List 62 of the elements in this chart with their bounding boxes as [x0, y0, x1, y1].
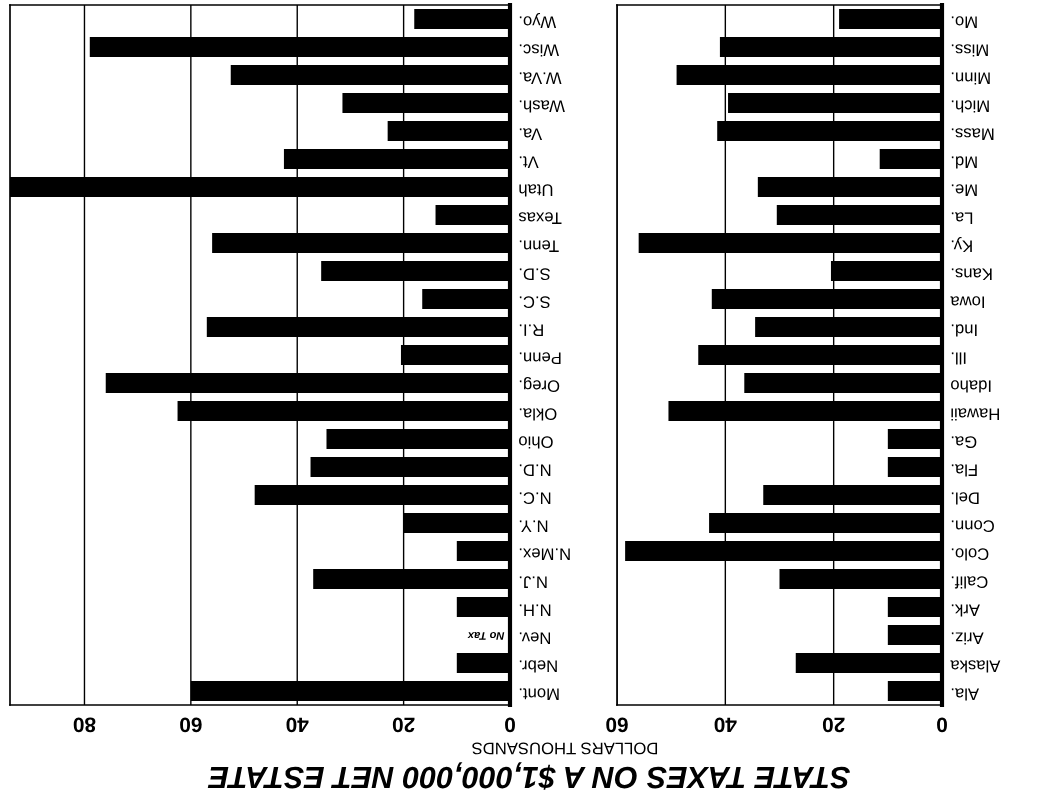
- y-tick-label: N.Mex.: [519, 548, 570, 560]
- y-tick-label: Okla.: [519, 408, 557, 421]
- x-tick-label: 80: [73, 717, 96, 733]
- y-tick-label: La.: [951, 212, 973, 224]
- y-tick-label: Ohio: [519, 436, 553, 449]
- y-tick-label: Fla.: [951, 464, 977, 477]
- y-tick-label: Iowa: [950, 296, 984, 308]
- y-tick-label: S.D.: [519, 268, 550, 281]
- x-tick-label: 40: [286, 717, 309, 733]
- y-tick-label: Del.: [951, 492, 979, 505]
- y-tick-label: Mont.: [519, 688, 559, 700]
- y-tick-label: Wyo.: [519, 12, 557, 28]
- y-tick-label: Ky.: [951, 236, 972, 252]
- x-tick-label: 40: [714, 717, 737, 733]
- y-tick-label: Md.: [951, 156, 977, 169]
- y-tick-label: N.C.: [519, 492, 551, 505]
- y-tick-label: Hawaii: [951, 408, 999, 421]
- y-tick-label: Tenn.: [519, 240, 559, 252]
- y-tick-label: Ind.: [951, 324, 977, 337]
- y-tick-label: Mich.: [951, 100, 989, 113]
- x-tick-label: 0: [937, 717, 947, 733]
- y-tick-label: N.J.: [519, 576, 547, 588]
- y-tick-label: Miss.: [951, 44, 988, 57]
- y-tick-label: Penn.: [519, 352, 561, 364]
- y-tick-label: Kans.: [951, 268, 992, 280]
- y-tick-label: Ill.: [951, 352, 966, 365]
- y-tick-label: Minn.: [951, 72, 990, 85]
- y-tick-label: Calif.: [951, 576, 988, 589]
- y-tick-label: W.Va.: [519, 72, 562, 84]
- y-tick-label: N.D.: [519, 464, 551, 476]
- annotation: No Tax: [467, 632, 505, 640]
- x-axis-title: DOLLARS THOUSANDS: [472, 742, 658, 755]
- x-tick-label: 20: [392, 717, 415, 733]
- y-tick-label: Texas: [518, 212, 562, 224]
- y-tick-label: N.H.: [519, 604, 551, 616]
- y-tick-label: Ariz.: [951, 632, 984, 645]
- y-tick-label: Idaho: [951, 380, 991, 393]
- y-tick-label: Vt.: [519, 156, 539, 168]
- y-tick-label: Ga.: [951, 436, 977, 449]
- y-tick-label: R.I.: [519, 324, 543, 336]
- y-tick-label: Nebr.: [519, 660, 557, 673]
- y-tick-label: Conn.: [951, 520, 994, 533]
- y-tick-label: Utah: [519, 184, 553, 197]
- y-tick-label: Oreg.: [519, 376, 560, 393]
- x-tick-label: 60: [606, 717, 628, 733]
- y-tick-label: Colo.: [951, 548, 989, 561]
- y-tick-label: Alaska: [950, 660, 1001, 673]
- y-tick-label: Wisc.: [519, 44, 559, 57]
- y-tick-label: S.C.: [519, 296, 550, 309]
- x-tick-label: 0: [505, 717, 515, 733]
- y-tick-label: Me.: [951, 184, 977, 196]
- y-tick-label: Mass.: [951, 128, 994, 140]
- y-tick-label: Ala.: [951, 688, 980, 701]
- y-tick-label: Ark.: [951, 604, 980, 617]
- x-tick-label: 60: [180, 717, 202, 733]
- y-tick-label: Nev.: [519, 632, 551, 644]
- x-tick-label: 20: [822, 717, 845, 733]
- text: STATE TAXES ON A $1,000,000 NET ESTATE: [207, 762, 851, 790]
- y-tick-label: Mo.: [951, 16, 977, 28]
- y-tick-label: Wash.: [519, 100, 565, 113]
- y-tick-label: Va.: [519, 128, 543, 140]
- y-tick-label: N.Y.: [519, 520, 548, 532]
